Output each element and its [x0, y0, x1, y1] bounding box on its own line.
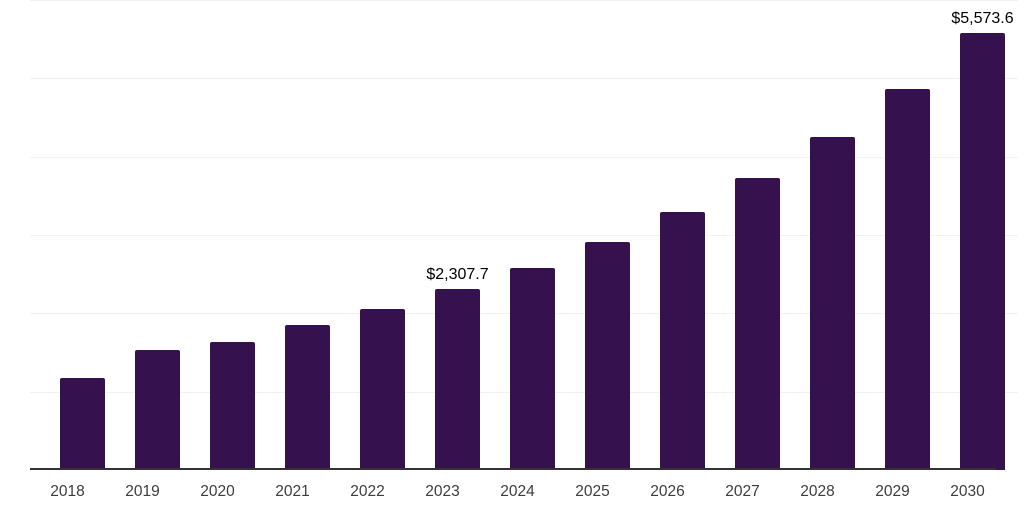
- x-tick-2026: 2026: [650, 483, 685, 500]
- value-label-2030: $5,573.6: [951, 10, 1014, 28]
- bar-2021: [285, 325, 330, 470]
- x-tick-2024: 2024: [500, 483, 535, 500]
- x-tick-2027: 2027: [725, 483, 760, 500]
- x-tick-2028: 2028: [800, 483, 835, 500]
- x-tick-2029: 2029: [875, 483, 910, 500]
- bar-2025: [585, 242, 630, 470]
- x-tick-2018: 2018: [50, 483, 85, 500]
- gridline-3000: [30, 235, 1018, 236]
- gridline-5000: [30, 78, 1018, 80]
- x-tick-2025: 2025: [575, 483, 610, 500]
- x-tick-2023: 2023: [425, 483, 460, 500]
- bar-2026: [660, 211, 705, 470]
- bar-2030: [960, 33, 1005, 470]
- value-label-2023: $2,307.7: [426, 266, 489, 284]
- bar-2023: [435, 289, 480, 470]
- plot-area: $2,307.7 $5,573.6: [30, 0, 1018, 470]
- bar-2027: [735, 177, 780, 470]
- x-tick-2019: 2019: [125, 483, 160, 500]
- x-tick-2021: 2021: [275, 483, 310, 500]
- gridline-6000: [30, 0, 1018, 1]
- x-axis-labels: 2018 2019 2020 2021 2022 2023 2024 2025 2026 2027…: [30, 483, 1018, 505]
- gridline-4000: [30, 156, 1018, 158]
- bar-2018: [60, 377, 105, 470]
- bar-2022: [360, 309, 405, 470]
- bar-2020: [210, 341, 255, 470]
- x-axis-line: [30, 468, 996, 470]
- bar-2024: [510, 267, 555, 470]
- bar-2029: [885, 88, 930, 470]
- x-tick-2030: 2030: [950, 483, 985, 500]
- x-tick-2022: 2022: [350, 483, 385, 500]
- x-tick-2020: 2020: [200, 483, 235, 500]
- bar-2019: [135, 350, 180, 470]
- bar-2028: [810, 137, 855, 470]
